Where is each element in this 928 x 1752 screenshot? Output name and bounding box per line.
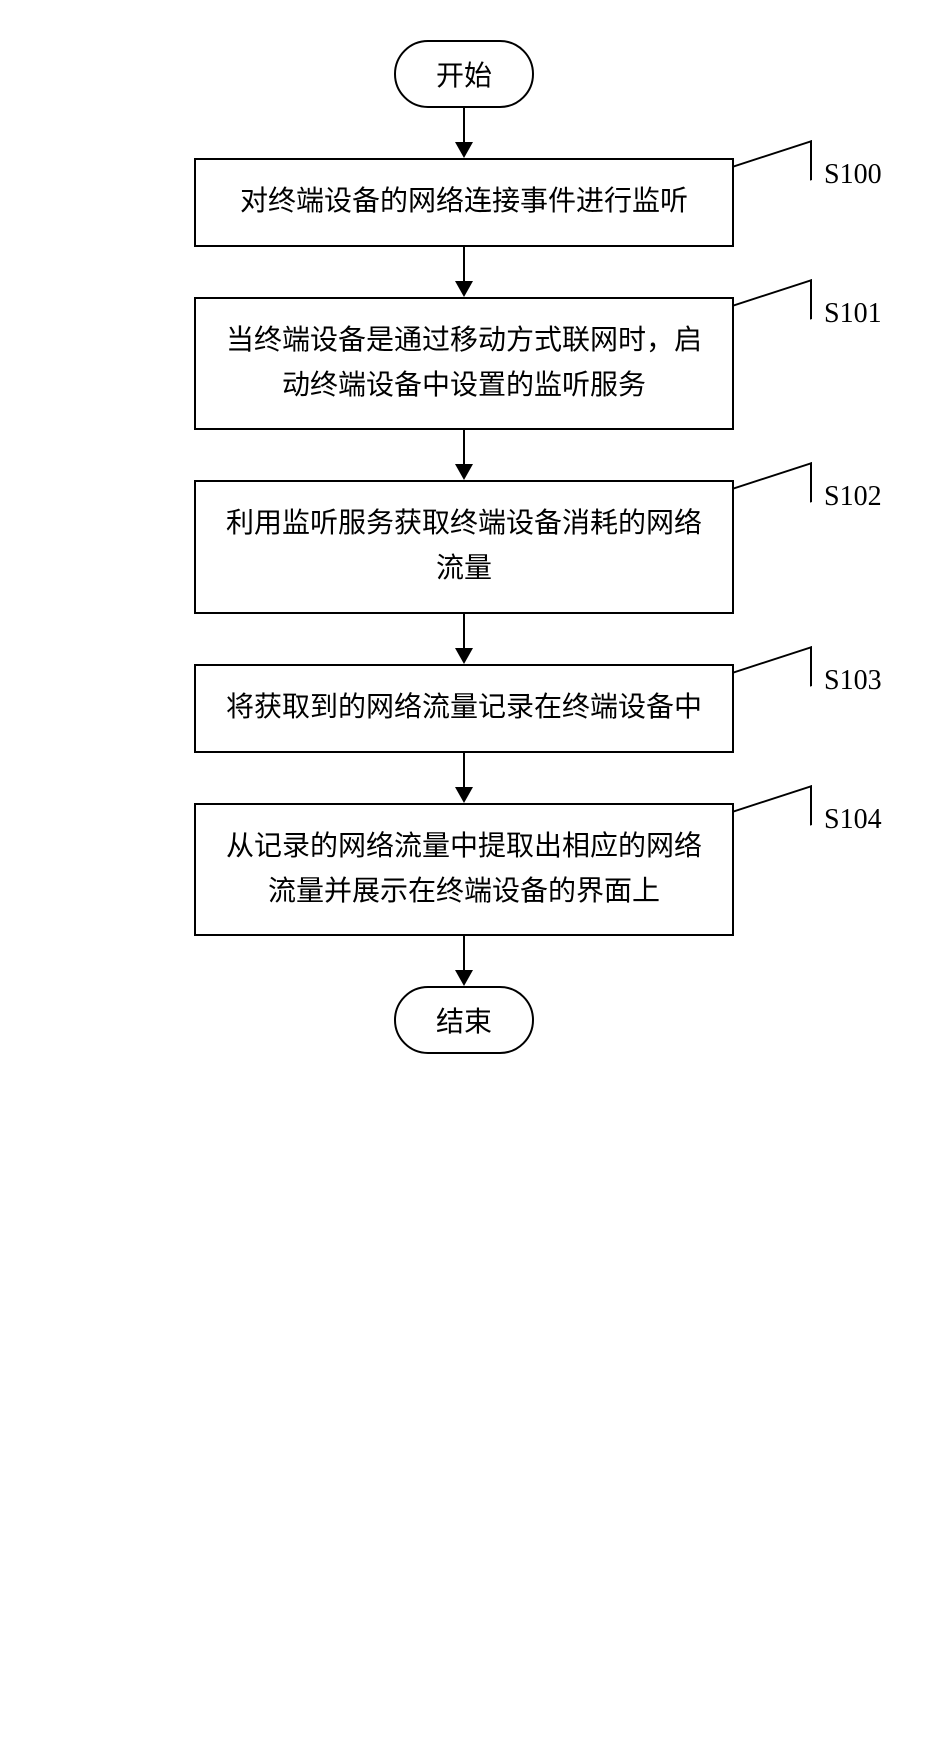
start-label: 开始 bbox=[436, 61, 492, 92]
process-text: 从记录的网络流量中提取出相应的网络流量并展示在终端设备的界面上 bbox=[226, 831, 702, 907]
step-label-connector: S104 bbox=[734, 803, 882, 851]
process-box-s101: 当终端设备是通过移动方式联网时，启动终端设备中设置的监听服务 bbox=[194, 297, 734, 431]
step-id-label: S102 bbox=[824, 481, 882, 513]
step-label-connector: S103 bbox=[734, 664, 882, 712]
arrow-line bbox=[463, 614, 465, 648]
step-id-label: S100 bbox=[824, 159, 882, 191]
process-box-s102: 利用监听服务获取终端设备消耗的网络流量 bbox=[194, 480, 734, 614]
arrow bbox=[455, 936, 473, 986]
process-text: 对终端设备的网络连接事件进行监听 bbox=[240, 186, 688, 217]
arrow-head-icon bbox=[455, 281, 473, 297]
arrow bbox=[455, 430, 473, 480]
step-id-label: S103 bbox=[824, 665, 882, 697]
step-wrapper: 从记录的网络流量中提取出相应的网络流量并展示在终端设备的界面上 S104 bbox=[194, 803, 734, 937]
connector-line bbox=[732, 462, 812, 528]
arrow-line bbox=[463, 247, 465, 281]
step-label-connector: S101 bbox=[734, 297, 882, 345]
arrow-line bbox=[463, 753, 465, 787]
process-text: 当终端设备是通过移动方式联网时，启动终端设备中设置的监听服务 bbox=[226, 325, 702, 401]
end-label: 结束 bbox=[436, 1007, 492, 1038]
connector-line bbox=[732, 785, 812, 851]
arrow bbox=[455, 614, 473, 664]
step-wrapper: 当终端设备是通过移动方式联网时，启动终端设备中设置的监听服务 S101 bbox=[194, 297, 734, 431]
step-id-label: S104 bbox=[824, 804, 882, 836]
end-terminator: 结束 bbox=[394, 986, 534, 1054]
process-box-s103: 将获取到的网络流量记录在终端设备中 bbox=[194, 664, 734, 753]
step-label-connector: S102 bbox=[734, 480, 882, 528]
arrow-head-icon bbox=[455, 648, 473, 664]
arrow bbox=[455, 247, 473, 297]
arrow-head-icon bbox=[455, 787, 473, 803]
arrow-line bbox=[463, 430, 465, 464]
step-wrapper: 利用监听服务获取终端设备消耗的网络流量 S102 bbox=[194, 480, 734, 614]
step-label-connector: S100 bbox=[734, 158, 882, 206]
arrow bbox=[455, 753, 473, 803]
process-box-s100: 对终端设备的网络连接事件进行监听 bbox=[194, 158, 734, 247]
step-wrapper: 对终端设备的网络连接事件进行监听 S100 bbox=[194, 158, 734, 247]
arrow-head-icon bbox=[455, 464, 473, 480]
connector-line bbox=[732, 646, 812, 712]
process-text: 将获取到的网络流量记录在终端设备中 bbox=[226, 692, 702, 723]
process-text: 利用监听服务获取终端设备消耗的网络流量 bbox=[226, 508, 702, 584]
start-terminator: 开始 bbox=[394, 40, 534, 108]
arrow-line bbox=[463, 108, 465, 142]
arrow-head-icon bbox=[455, 142, 473, 158]
step-wrapper: 将获取到的网络流量记录在终端设备中 S103 bbox=[194, 664, 734, 753]
connector-line bbox=[732, 140, 812, 206]
process-box-s104: 从记录的网络流量中提取出相应的网络流量并展示在终端设备的界面上 bbox=[194, 803, 734, 937]
arrow-line bbox=[463, 936, 465, 970]
flowchart-container: 开始 对终端设备的网络连接事件进行监听 S100 当终端设备是通过移动方式联网时… bbox=[194, 40, 734, 1054]
arrow bbox=[455, 108, 473, 158]
arrow-head-icon bbox=[455, 970, 473, 986]
step-id-label: S101 bbox=[824, 298, 882, 330]
connector-line bbox=[732, 279, 812, 345]
